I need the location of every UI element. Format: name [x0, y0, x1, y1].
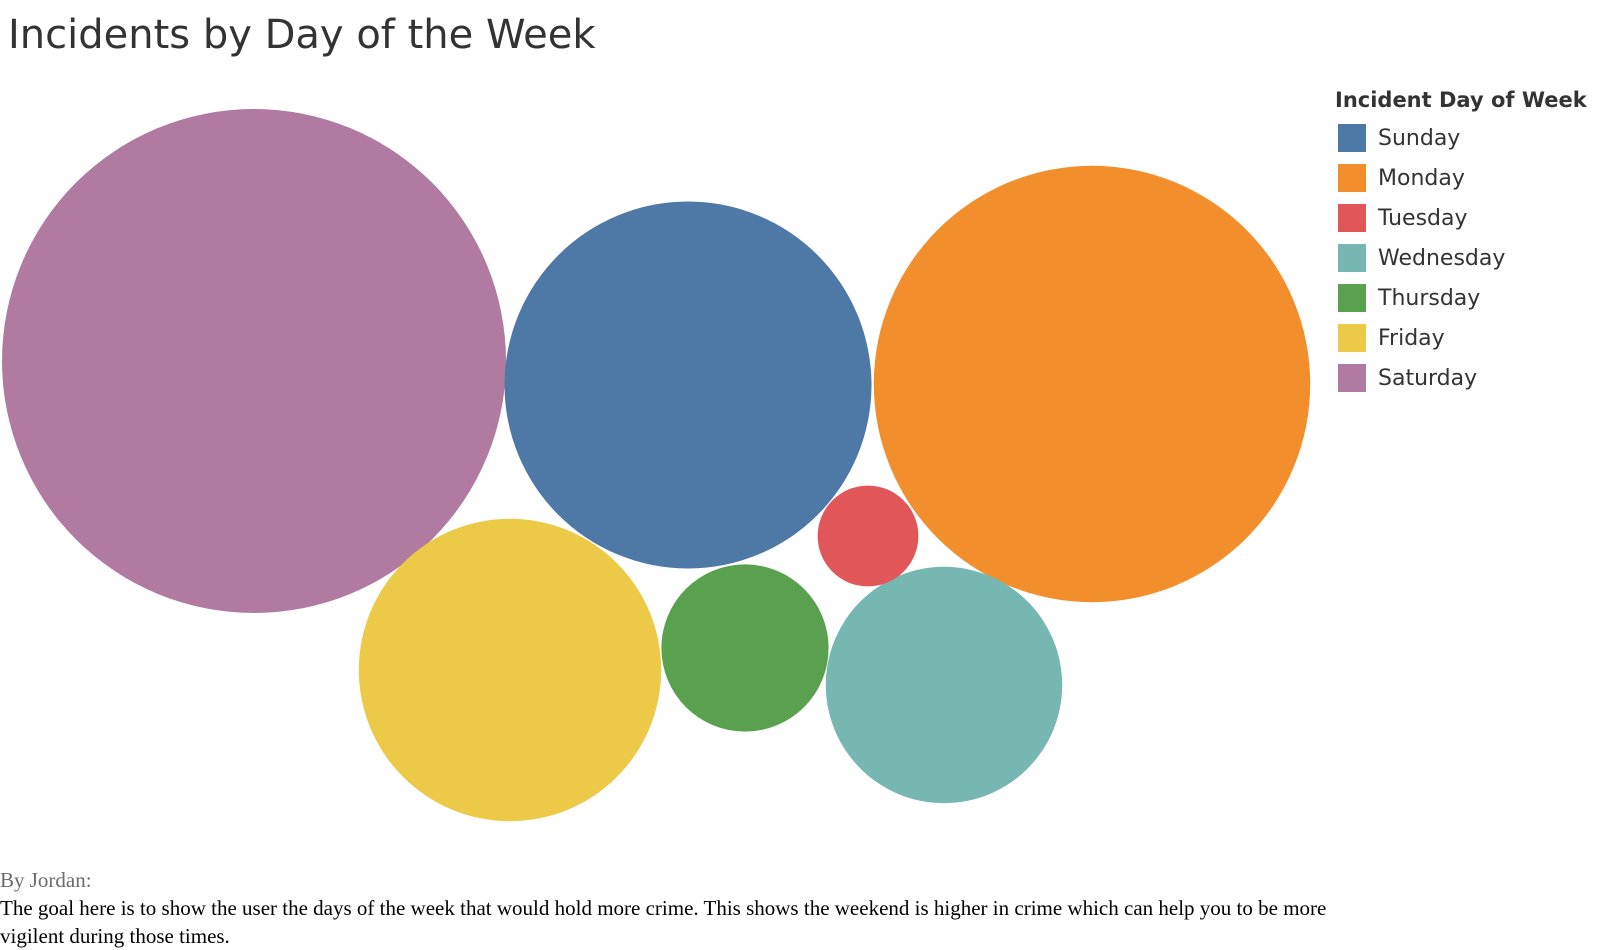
legend-label-sunday: Sunday [1378, 125, 1461, 151]
byline: By Jordan: [0, 868, 92, 892]
bubble-sunday[interactable] [504, 201, 872, 569]
legend-item-saturday[interactable]: Saturday [1335, 358, 1590, 398]
legend-item-tuesday[interactable]: Tuesday [1335, 198, 1590, 238]
legend-swatch-friday [1338, 324, 1366, 352]
legend-item-monday[interactable]: Monday [1335, 158, 1590, 198]
caption: By Jordan: The goal here is to show the … [0, 866, 1330, 950]
legend: Incident Day of Week Sunday Monday Tuesd… [1335, 88, 1590, 398]
legend-swatch-monday [1338, 164, 1366, 192]
legend-item-friday[interactable]: Friday [1335, 318, 1590, 358]
legend-label-monday: Monday [1378, 165, 1465, 191]
chart-title: Incidents by Day of the Week [8, 12, 596, 58]
legend-swatch-sunday [1338, 124, 1366, 152]
legend-swatch-wednesday [1338, 244, 1366, 272]
legend-label-saturday: Saturday [1378, 365, 1478, 391]
legend-swatch-thursday [1338, 284, 1366, 312]
bubble-thursday[interactable] [661, 564, 829, 732]
legend-label-thursday: Thursday [1378, 285, 1481, 311]
legend-item-thursday[interactable]: Thursday [1335, 278, 1590, 318]
bubble-wednesday[interactable] [825, 566, 1063, 804]
legend-item-sunday[interactable]: Sunday [1335, 118, 1590, 158]
bubble-monday[interactable] [873, 165, 1311, 603]
legend-label-tuesday: Tuesday [1378, 205, 1468, 231]
bubble-tuesday[interactable] [817, 485, 919, 587]
bubble-friday[interactable] [358, 518, 662, 822]
legend-label-wednesday: Wednesday [1378, 245, 1506, 271]
legend-label-friday: Friday [1378, 325, 1445, 351]
legend-swatch-tuesday [1338, 204, 1366, 232]
bubble-saturday[interactable] [2, 109, 506, 613]
description: The goal here is to show the user the da… [0, 896, 1327, 948]
legend-item-wednesday[interactable]: Wednesday [1335, 238, 1590, 278]
legend-title: Incident Day of Week [1335, 88, 1587, 112]
legend-swatch-saturday [1338, 364, 1366, 392]
